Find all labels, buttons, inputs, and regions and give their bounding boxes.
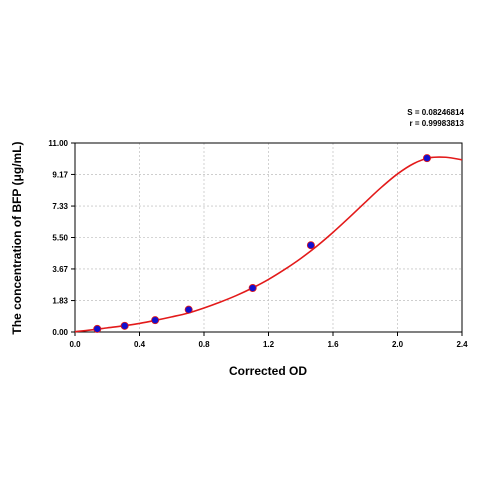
r-statistic: r = 0.99983813 [409,119,465,128]
y-tick-label: 9.17 [52,170,68,179]
x-tick-label: 1.6 [327,340,339,349]
x-axis-label: Corrected OD [229,364,307,378]
axis-ticks: 0.0 0.4 0.8 1.2 1.6 2.0 2.4 0.00 1.83 3.67 5.50 7.3… [48,139,468,349]
data-point [248,284,257,293]
x-tick-label: 1.2 [263,340,275,349]
x-tick-label: 0.0 [69,340,81,349]
s-statistic: S = 0.08246814 [407,108,464,117]
y-tick-label: 3.67 [52,265,68,274]
y-tick-label: 11.00 [48,139,68,148]
data-point [306,241,315,250]
y-tick-label: 1.83 [52,297,68,306]
y-tick-label: 0.00 [52,328,68,337]
data-point [184,305,193,314]
x-tick-label: 2.0 [392,340,404,349]
data-point [93,324,102,333]
y-tick-label: 7.33 [52,202,68,211]
grid-lines [75,143,462,332]
data-point [423,154,432,163]
x-tick-label: 0.4 [134,340,146,349]
y-axis-label: The concentration of BFP (μg/mL) [10,141,24,334]
series-layer [74,154,463,333]
data-point [151,316,160,325]
x-tick-label: 2.4 [456,340,468,349]
data-point [120,321,129,330]
y-tick-label: 5.50 [52,234,68,243]
x-tick-label: 0.8 [198,340,210,349]
fitted-curve-line [74,156,463,333]
